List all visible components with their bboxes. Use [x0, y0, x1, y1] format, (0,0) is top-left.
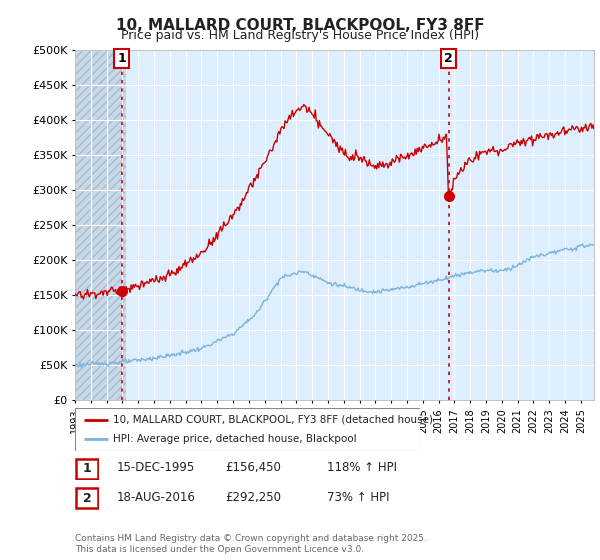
Text: 118% ↑ HPI: 118% ↑ HPI: [327, 461, 397, 474]
Text: 73% ↑ HPI: 73% ↑ HPI: [327, 491, 389, 504]
Text: HPI: Average price, detached house, Blackpool: HPI: Average price, detached house, Blac…: [113, 435, 356, 444]
Text: 18-AUG-2016: 18-AUG-2016: [117, 491, 196, 504]
Text: 10, MALLARD COURT, BLACKPOOL, FY3 8FF (detached house): 10, MALLARD COURT, BLACKPOOL, FY3 8FF (d…: [113, 415, 433, 424]
Text: £156,450: £156,450: [225, 461, 281, 474]
Bar: [75, 50, 125, 400]
Text: 15-DEC-1995: 15-DEC-1995: [117, 461, 195, 474]
Text: 1: 1: [118, 52, 126, 66]
Text: 2: 2: [83, 492, 91, 505]
Text: Contains HM Land Registry data © Crown copyright and database right 2025.
This d: Contains HM Land Registry data © Crown c…: [75, 534, 427, 554]
Text: Price paid vs. HM Land Registry's House Price Index (HPI): Price paid vs. HM Land Registry's House …: [121, 29, 479, 42]
Text: 1: 1: [83, 462, 91, 475]
Text: 10, MALLARD COURT, BLACKPOOL, FY3 8FF: 10, MALLARD COURT, BLACKPOOL, FY3 8FF: [116, 18, 484, 33]
Text: 2: 2: [444, 52, 453, 66]
Text: £292,250: £292,250: [225, 491, 281, 504]
